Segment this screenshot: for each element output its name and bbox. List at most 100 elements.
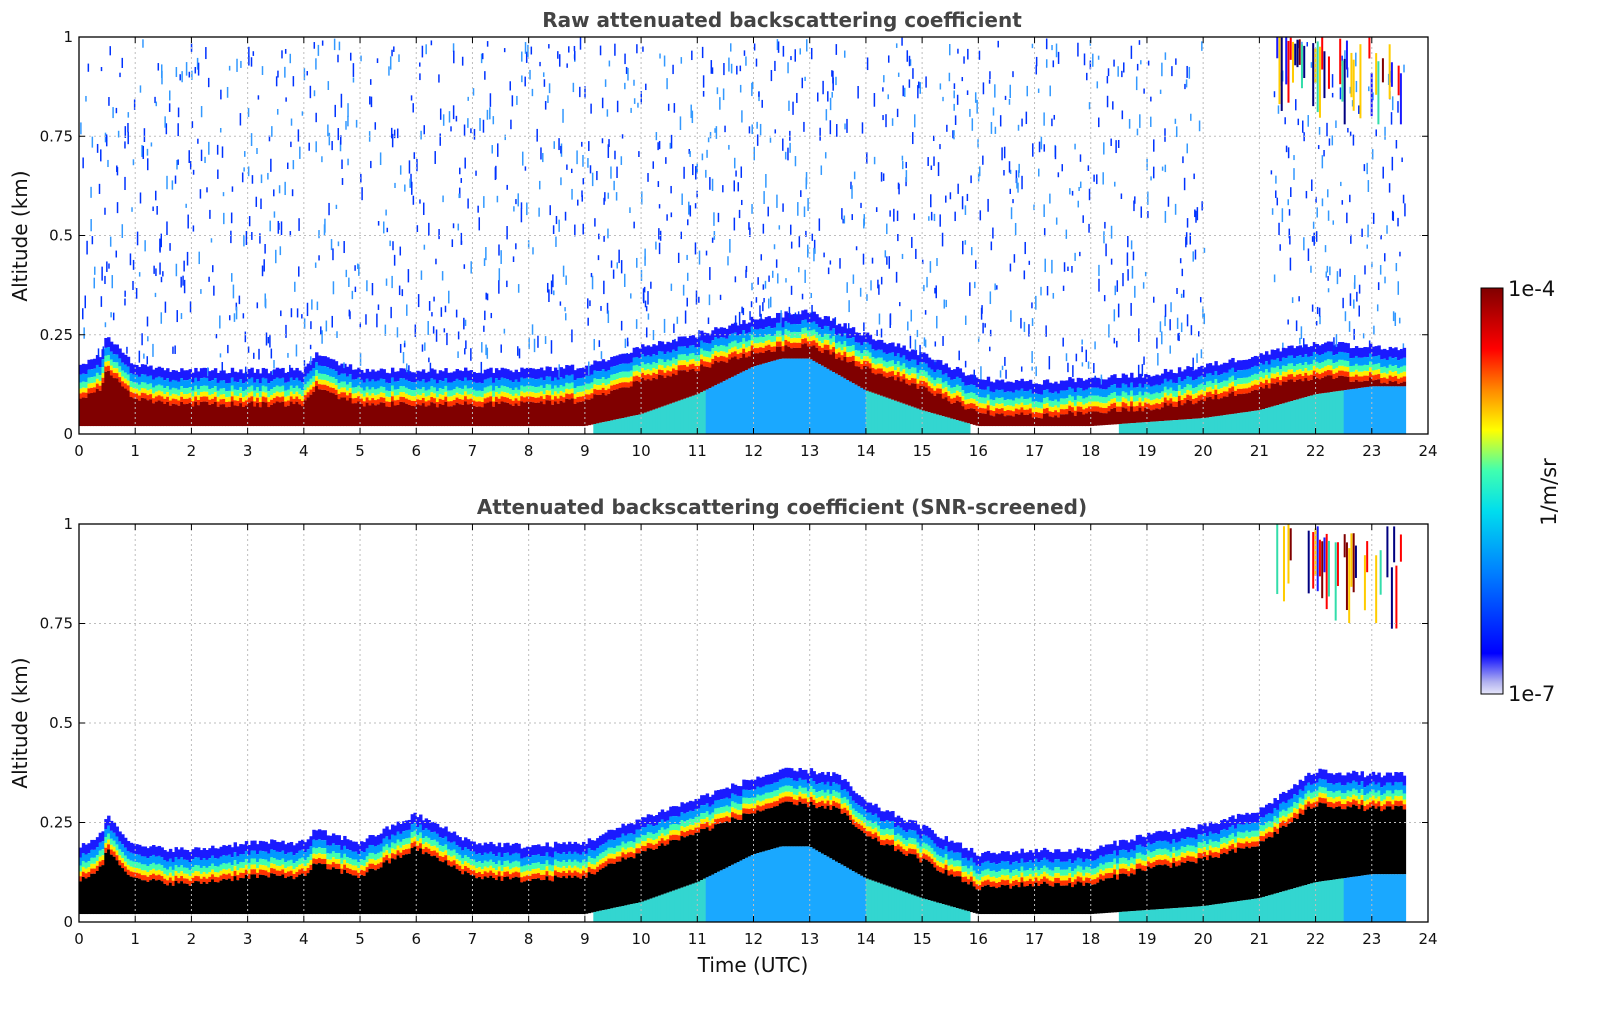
heatmap-cell: [1045, 403, 1050, 408]
heatmap-cell: [258, 397, 263, 402]
heatmap-cell: [792, 323, 797, 332]
heatmap-cell: [961, 400, 965, 407]
heatmap-cell: [1287, 345, 1291, 356]
heatmap-cell: [205, 396, 209, 402]
heatmap-cell: [1298, 345, 1303, 356]
noise-speck: [385, 209, 387, 216]
heatmap-cell: [95, 372, 100, 379]
noise-speck: [559, 301, 562, 306]
heatmap-cell: [596, 385, 600, 390]
heatmap-cell: [1200, 389, 1204, 395]
heatmap-cell: [770, 361, 774, 434]
noise-speck: [324, 218, 326, 233]
noise-speck: [1403, 64, 1405, 73]
heatmap-cell: [1318, 355, 1322, 364]
heatmap-cell: [745, 347, 749, 353]
heatmap-cell: [826, 340, 830, 345]
heatmap-cell: [289, 391, 294, 397]
noise-speck: [336, 331, 338, 338]
heatmap-cell: [466, 399, 471, 405]
noise-speck: [1079, 181, 1082, 189]
noise-speck: [94, 266, 96, 275]
heatmap-cell: [402, 368, 406, 379]
noise-speck: [973, 369, 975, 380]
noise-speck: [1275, 190, 1277, 198]
noise-speck: [790, 241, 793, 249]
heatmap-cell: [539, 391, 544, 397]
heatmap-cell: [1082, 390, 1086, 399]
noise-speck: [914, 339, 917, 351]
heatmap-cell: [1062, 380, 1067, 391]
heatmap-cell: [500, 396, 504, 402]
noise-speck: [961, 77, 964, 82]
heatmap-cell: [256, 392, 260, 398]
heatmap-cell: [258, 373, 263, 384]
noise-speck: [428, 357, 430, 363]
noise-speck: [1290, 187, 1292, 197]
heatmap-cell: [837, 333, 842, 342]
noise-speck: [756, 121, 758, 129]
noise-speck: [154, 190, 157, 201]
noise-speck: [1397, 101, 1399, 113]
heatmap-cell: [894, 400, 898, 434]
noise-speck: [987, 198, 989, 212]
heatmap-cell: [1329, 341, 1334, 352]
heatmap-cell: [264, 378, 268, 387]
heatmap-cell: [247, 392, 252, 398]
heatmap-cell: [1099, 412, 1103, 426]
heatmap-cell: [146, 400, 150, 427]
heatmap-cell: [1037, 384, 1041, 394]
noise-speck: [369, 79, 372, 85]
noise-speck: [1035, 65, 1038, 75]
noise-speck: [477, 205, 479, 213]
x-tick-label: 4: [299, 442, 309, 460]
noise-speck: [904, 87, 906, 97]
heatmap-cell: [177, 878, 181, 884]
heatmap-cell: [868, 363, 873, 369]
noise-speck: [1276, 197, 1279, 206]
heatmap-cell: [753, 366, 757, 434]
noise-speck: [1388, 183, 1391, 193]
cloud-streak: [1323, 51, 1326, 99]
noise-speck: [572, 82, 575, 93]
heatmap-cell: [688, 364, 693, 370]
heatmap-cell: [84, 878, 89, 915]
noise-speck: [1038, 168, 1040, 177]
noise-speck: [124, 176, 126, 191]
heatmap-cell: [208, 388, 212, 395]
heatmap-cell: [694, 361, 698, 367]
heatmap-cell: [360, 403, 364, 427]
heatmap-cell: [191, 396, 195, 402]
heatmap-cell: [1028, 379, 1033, 390]
heatmap-cell: [1180, 371, 1185, 382]
heatmap-cell: [239, 369, 243, 380]
heatmap-cell: [756, 348, 760, 354]
heatmap-cell: [180, 368, 184, 379]
heatmap-cell: [1214, 384, 1218, 390]
heatmap-cell: [860, 387, 864, 434]
heatmap-cell: [739, 352, 743, 358]
noise-speck: [1113, 337, 1116, 344]
heatmap-cell: [143, 870, 148, 876]
heatmap-cell: [199, 392, 204, 397]
heatmap-cell: [1003, 392, 1008, 401]
noise-speck: [109, 236, 112, 247]
heatmap-cell: [309, 384, 313, 390]
noise-speck: [1103, 142, 1105, 155]
noise-speck: [110, 312, 112, 318]
noise-speck: [716, 87, 719, 95]
noise-speck: [219, 353, 222, 358]
heatmap-cell: [809, 330, 814, 337]
noise-speck: [485, 344, 487, 356]
heatmap-cell: [739, 341, 743, 348]
heatmap-cell: [115, 373, 119, 379]
heatmap-cell: [1245, 359, 1249, 370]
heatmap-cell: [95, 383, 100, 389]
heatmap-cell: [916, 388, 920, 409]
noise-speck: [485, 247, 487, 261]
heatmap-cell: [986, 405, 991, 411]
heatmap-cell: [646, 411, 651, 434]
noise-speck: [851, 185, 853, 199]
heatmap-cell: [396, 381, 400, 390]
noise-speck: [902, 85, 904, 97]
